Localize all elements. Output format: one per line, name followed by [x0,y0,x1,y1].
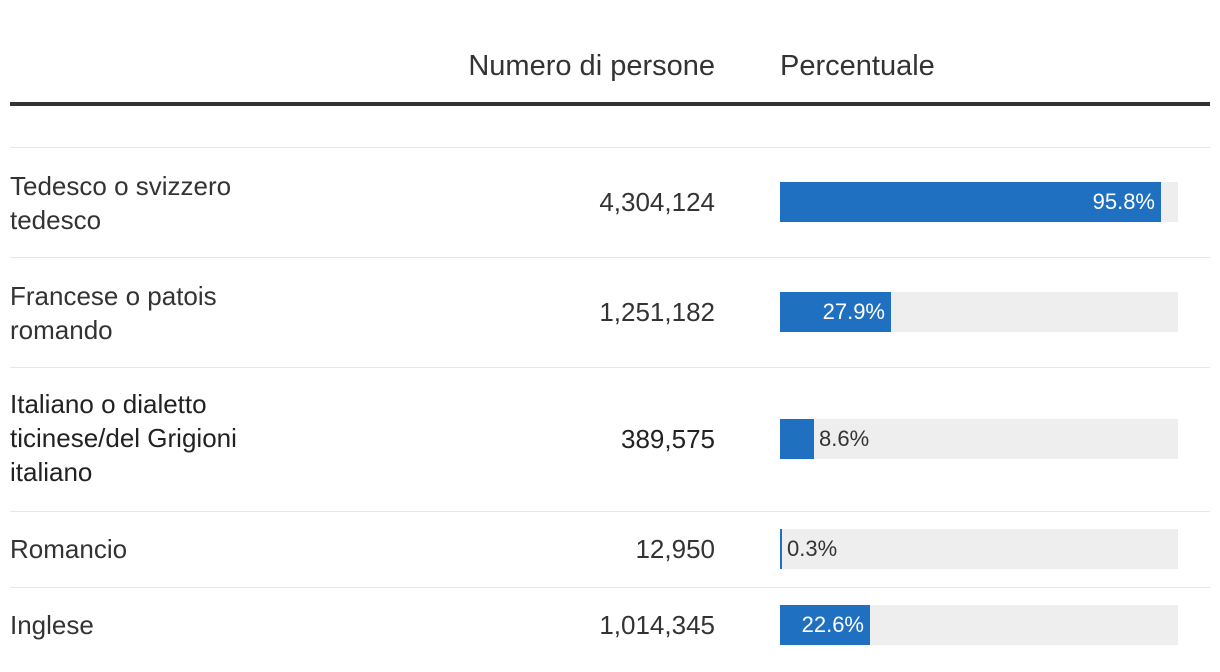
percent-bar-track: 8.6% [780,419,1178,459]
percent-bar-track: 22.6% [780,605,1178,645]
percent-bar-track: 0.3% [780,529,1178,569]
row-label: Francese o patois romando [10,281,217,345]
table-row: Italiano o dialetto ticinese/del Grigion… [10,367,1210,511]
percent-bar [780,529,782,569]
percent-label: 27.9% [822,299,885,324]
percent-bar-track: 95.8% [780,182,1178,222]
percent-bar [780,292,891,332]
row-value: 389,575 [621,424,715,454]
table-row: Inglese 1,014,345 22.6% [10,587,1210,663]
percent-label: 95.8% [1092,189,1155,214]
percent-label: 22.6% [801,612,864,637]
percent-bar [780,605,870,645]
table-header: Numero di persone Percentuale [10,0,1210,106]
row-divider [10,511,1210,512]
row-divider [10,257,1210,258]
row-divider [10,147,1210,148]
percent-bar [780,182,1161,222]
row-value: 1,014,345 [599,610,715,640]
row-value: 1,251,182 [599,297,715,327]
row-value: 12,950 [635,534,715,564]
column-header-number: Numero di persone [468,50,715,82]
row-divider [10,367,1210,368]
row-value: 4,304,124 [599,187,715,217]
row-label: Romancio [10,534,128,564]
row-label: Tedesco o svizzero tedesco [10,171,232,235]
row-divider [10,587,1210,588]
table-row: Romancio 12,950 0.3% [10,511,1210,587]
table-row: Francese o patois romando 1,251,182 27.9% [10,257,1210,367]
table-row: Tedesco o svizzero tedesco 4,304,124 95.8% [10,147,1210,257]
percent-bar [780,419,814,459]
column-header-percent: Percentuale [780,50,935,82]
row-label: Italiano o dialetto ticinese/del Grigion… [10,389,237,487]
row-label: Inglese [10,610,94,640]
percent-bar-track: 27.9% [780,292,1178,332]
percent-label: 0.3% [787,536,838,561]
percent-label: 8.6% [819,426,870,451]
